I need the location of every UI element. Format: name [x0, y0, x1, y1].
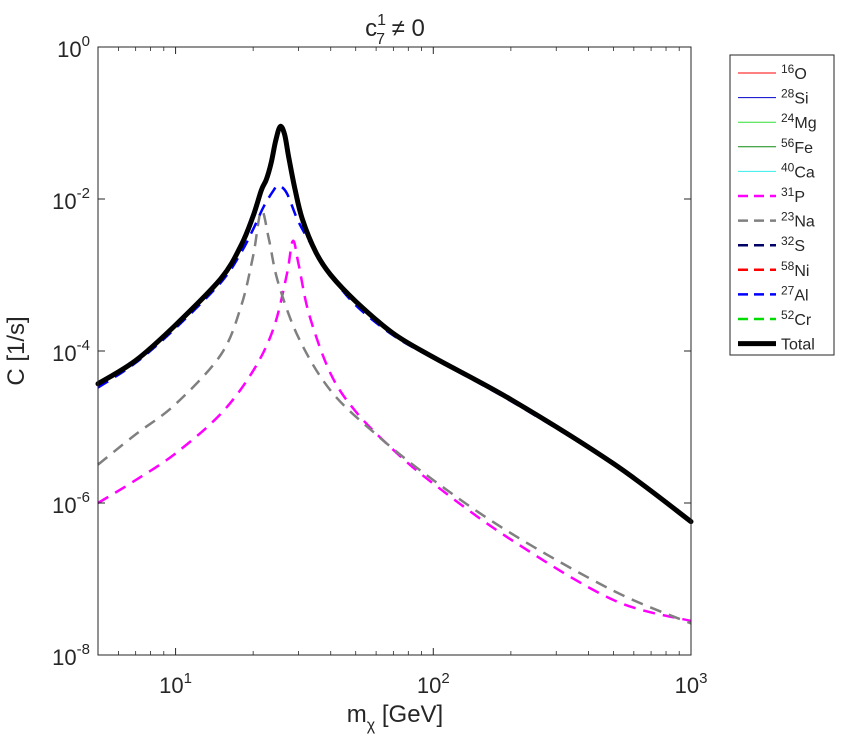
x-axis-label: mχ [GeV]: [347, 701, 443, 734]
legend-label-p: 31P: [781, 185, 805, 206]
legend-label-si: 28Si: [781, 87, 809, 108]
legend-label-na: 23Na: [781, 210, 815, 231]
legend-box: [729, 54, 835, 356]
series-line-na: [97, 209, 692, 625]
series-line-total: [95, 123, 694, 525]
legend: 16O 28Si 24Mg 56Fe 40Ca 31P 23Na 32S 58Ni 27Al 52C…: [729, 54, 835, 356]
legend-items: 16O 28Si 24Mg 56Fe 40Ca 31P 23Na 32S 58Ni 27Al 52C…: [738, 62, 817, 354]
major-ticks: [98, 46, 692, 656]
legend-label-s: 32S: [781, 234, 805, 255]
y-tick-labels: 100 10-2 10-4 10-6 10-8: [52, 33, 90, 670]
legend-label-mg: 24Mg: [781, 111, 817, 132]
y-axis-label: C [1/s]: [3, 316, 30, 385]
legend-label-al: 27Al: [781, 283, 809, 304]
legend-label-cr: 52Cr: [781, 308, 812, 329]
y-tick-label: 10-4: [52, 337, 90, 366]
series-lines: [95, 123, 694, 625]
x-tick-label: 102: [417, 670, 450, 698]
y-tick-label: 10-8: [52, 641, 90, 670]
chart-title: c1 7 ≠ 0: [365, 12, 425, 48]
legend-label-o: 16O: [781, 62, 807, 83]
y-tick-label: 10-6: [52, 489, 90, 518]
legend-label-ni: 58Ni: [781, 259, 809, 280]
y-tick-label: 10-2: [52, 185, 90, 214]
x-tick-label: 103: [675, 670, 708, 698]
x-tick-label: 101: [159, 670, 192, 698]
minor-ticks: [97, 47, 680, 655]
series-line-p: [97, 239, 692, 623]
y-tick-label: 100: [57, 33, 90, 62]
legend-label-ca: 40Ca: [781, 160, 815, 181]
plot-area: [98, 47, 691, 655]
legend-label-fe: 56Fe: [781, 136, 813, 157]
x-tick-labels: 101 102 103: [159, 670, 707, 698]
legend-label-total: Total: [781, 337, 815, 354]
